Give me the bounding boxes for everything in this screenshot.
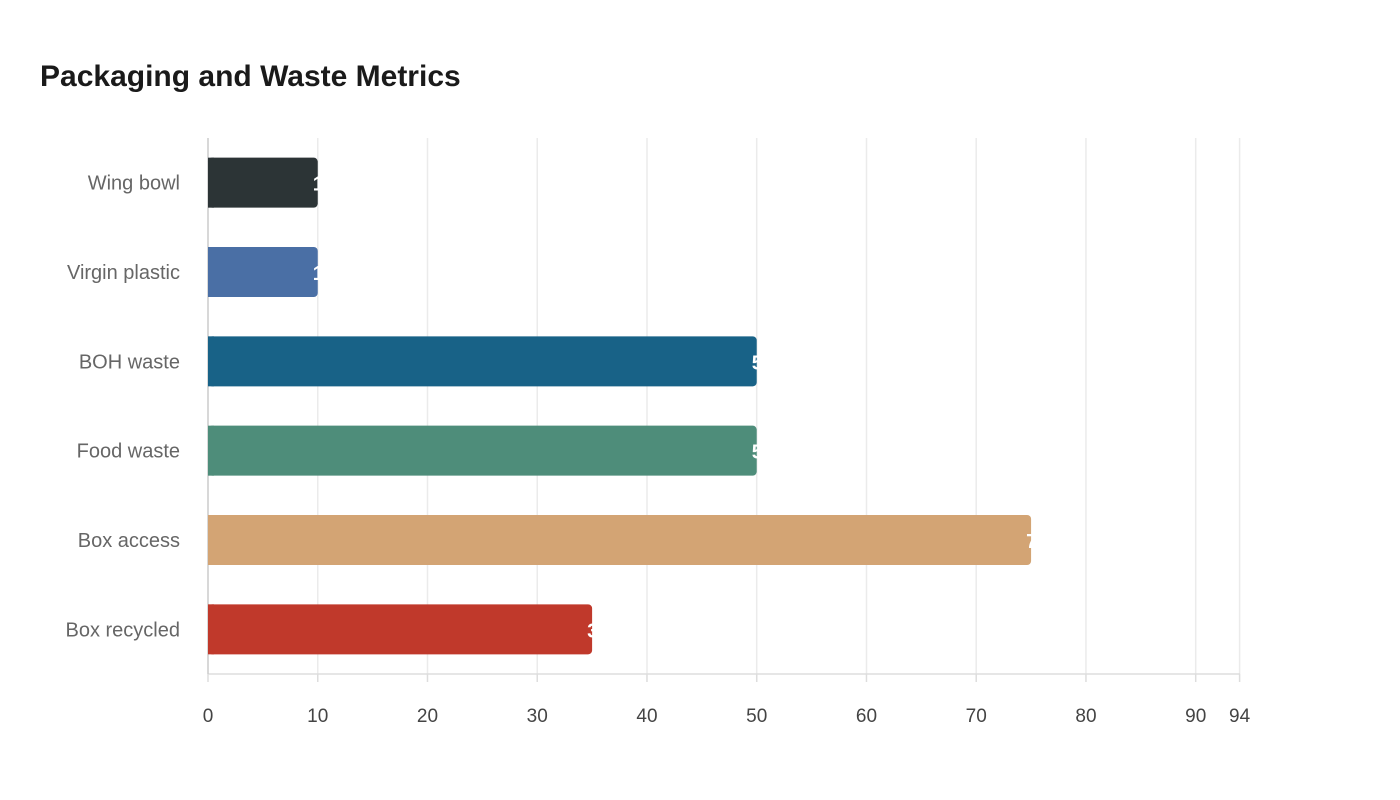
y-tick-label: Wing bowl <box>88 173 180 195</box>
x-tick-label: 90 <box>1185 706 1206 727</box>
bar <box>208 515 1032 565</box>
bar-base <box>208 336 214 387</box>
x-tick-label: 80 <box>1075 706 1096 727</box>
bar <box>208 604 593 655</box>
bar-base <box>208 247 214 297</box>
x-tick-label: 60 <box>856 706 877 727</box>
bar-base <box>208 157 214 208</box>
x-tick-label: 40 <box>636 706 657 727</box>
chart-title: Packaging and Waste Metrics <box>40 60 461 93</box>
bar <box>208 157 318 208</box>
data-label: 50 <box>752 442 774 464</box>
data-label: 10 <box>313 174 335 196</box>
bar <box>208 336 757 387</box>
bar <box>208 425 757 476</box>
data-label: 35 <box>587 620 609 642</box>
y-tick-label: Food waste <box>77 441 180 463</box>
y-tick-label: Box recycled <box>66 619 181 641</box>
x-tick-label: 30 <box>527 706 548 727</box>
x-tick-label: 50 <box>746 706 767 727</box>
data-label: 50 <box>752 352 774 374</box>
bar-base <box>208 425 214 476</box>
bar-base <box>208 515 214 565</box>
x-tick-label: 94 <box>1229 706 1251 727</box>
bar-base <box>208 604 214 655</box>
y-tick-label: Virgin plastic <box>67 262 180 284</box>
x-tick-label: 10 <box>307 706 328 727</box>
x-tick-label: 0 <box>203 706 214 727</box>
x-tick-label: 20 <box>417 706 438 727</box>
y-tick-label: BOH waste <box>79 351 180 373</box>
bar <box>208 247 318 297</box>
data-label: 75 <box>1026 531 1048 553</box>
data-label: 10 <box>313 263 335 285</box>
x-tick-label: 70 <box>966 706 987 727</box>
y-tick-label: Box access <box>78 530 180 552</box>
